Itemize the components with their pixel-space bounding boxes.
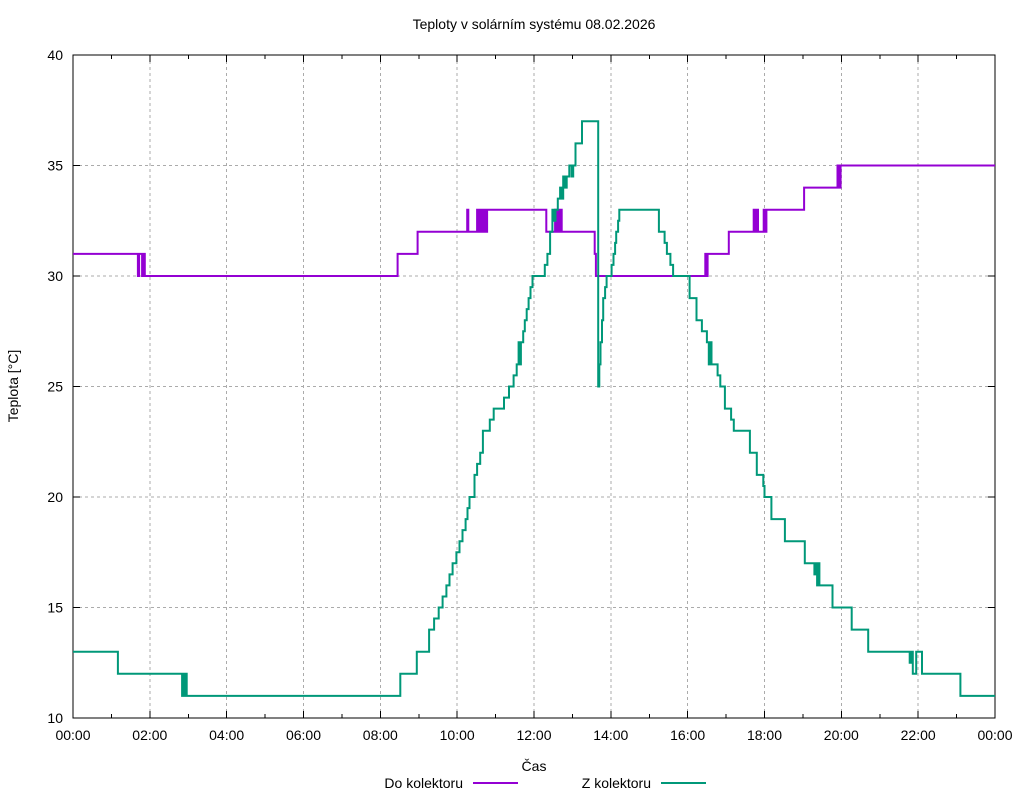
plot-area: 00:00 02:00 04:00 06:00 08:00 10:00 12:00 14:00… (47, 47, 1012, 743)
y-tick-label: 25 (47, 379, 63, 395)
y-axis-label: Teplota [°C] (5, 350, 21, 423)
legend-label-z-kolektoru: Z kolektoru (582, 775, 651, 791)
x-tick-label: 12:00 (516, 727, 551, 743)
x-tick-label: 18:00 (747, 727, 782, 743)
y-tick-label: 15 (47, 600, 63, 616)
x-tick-label: 20:00 (824, 727, 859, 743)
legend: Do kolektoru Z kolektoru (384, 775, 706, 791)
x-tick-label: 06:00 (286, 727, 321, 743)
x-tick-label: 00:00 (55, 727, 90, 743)
x-tick-label: 14:00 (593, 727, 628, 743)
x-tick-label: 08:00 (363, 727, 398, 743)
series-line-z-kolektoru (73, 120, 995, 697)
x-tick-label: 00:00 (977, 727, 1012, 743)
y-tick-label: 40 (47, 47, 63, 63)
chart-title: Teploty v solárním systému 08.02.2026 (413, 16, 656, 32)
x-axis-label: Čas (522, 758, 547, 774)
y-tick-label: 10 (47, 710, 63, 726)
legend-label-do-kolektoru: Do kolektoru (384, 775, 463, 791)
x-tick-label: 16:00 (670, 727, 705, 743)
x-tick-label: 02:00 (132, 727, 167, 743)
x-tick-label: 10:00 (440, 727, 475, 743)
y-tick-label: 30 (47, 268, 63, 284)
x-tick-label: 22:00 (901, 727, 936, 743)
x-tick-label: 04:00 (209, 727, 244, 743)
y-tick-label: 20 (47, 489, 63, 505)
y-tick-label: 35 (47, 158, 63, 174)
